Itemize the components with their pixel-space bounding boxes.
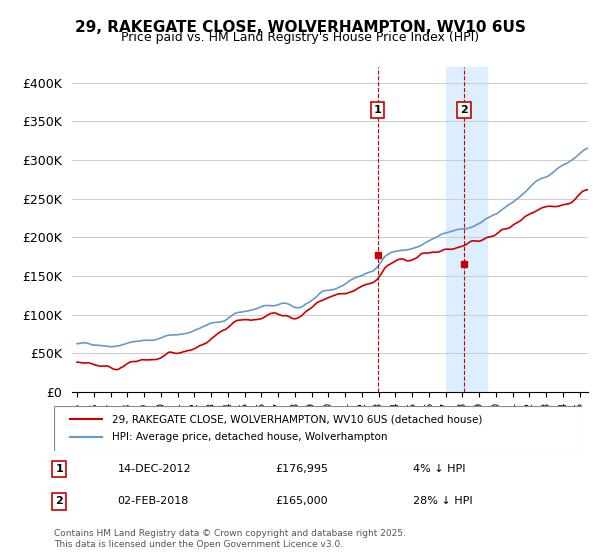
Text: 28% ↓ HPI: 28% ↓ HPI bbox=[413, 496, 473, 506]
Bar bbox=[446, 67, 487, 392]
Text: 02-FEB-2018: 02-FEB-2018 bbox=[118, 496, 189, 506]
Text: 29, RAKEGATE CLOSE, WOLVERHAMPTON, WV10 6US (detached house): 29, RAKEGATE CLOSE, WOLVERHAMPTON, WV10 … bbox=[112, 414, 482, 424]
Text: 29, RAKEGATE CLOSE, WOLVERHAMPTON, WV10 6US: 29, RAKEGATE CLOSE, WOLVERHAMPTON, WV10 … bbox=[74, 20, 526, 35]
Text: 2: 2 bbox=[460, 105, 468, 115]
Text: 1: 1 bbox=[55, 464, 63, 474]
Text: Price paid vs. HM Land Registry's House Price Index (HPI): Price paid vs. HM Land Registry's House … bbox=[121, 31, 479, 44]
Text: Contains HM Land Registry data © Crown copyright and database right 2025.
This d: Contains HM Land Registry data © Crown c… bbox=[54, 529, 406, 549]
Text: HPI: Average price, detached house, Wolverhampton: HPI: Average price, detached house, Wolv… bbox=[112, 432, 388, 442]
Text: £176,995: £176,995 bbox=[276, 464, 329, 474]
Text: 14-DEC-2012: 14-DEC-2012 bbox=[118, 464, 191, 474]
FancyBboxPatch shape bbox=[54, 406, 582, 451]
Text: 1: 1 bbox=[374, 105, 382, 115]
Text: 2: 2 bbox=[55, 496, 63, 506]
Text: 4% ↓ HPI: 4% ↓ HPI bbox=[413, 464, 466, 474]
Text: £165,000: £165,000 bbox=[276, 496, 328, 506]
